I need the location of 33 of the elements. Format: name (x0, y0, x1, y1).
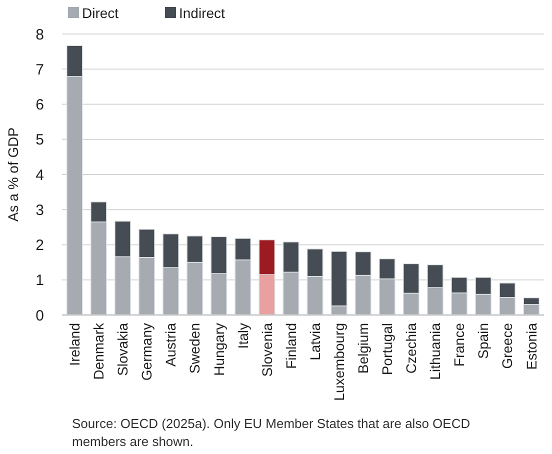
y-tick-label: 5 (36, 132, 44, 149)
x-tick-label: Slovenia (258, 322, 275, 377)
y-tick-label: 8 (36, 26, 44, 44)
x-tick-label: France (451, 322, 468, 367)
x-tick-label: Austria (162, 322, 179, 367)
x-tick-label: Belgium (355, 323, 371, 374)
x-tick-label: Ireland (66, 323, 83, 366)
x-tick-label: Finland (282, 323, 299, 369)
x-tick-label: Estonia (523, 322, 540, 370)
y-tick-label: 4 (36, 166, 44, 184)
legend-label: Indirect (179, 4, 226, 21)
x-tick-label: Greece (499, 322, 516, 369)
x-tick-label: Latvia (306, 322, 323, 360)
x-tick-label: Luxembourg (330, 323, 347, 401)
x-tick-label: Hungary (210, 323, 227, 376)
x-tick-label: Germany (138, 323, 155, 381)
x-tick-label: Slovakia (114, 322, 131, 376)
y-tick-label: 3 (36, 202, 44, 219)
x-tick-label: Portugal (379, 323, 396, 376)
x-tick-label: Lithuania (427, 322, 444, 380)
x-tick-label: Sweden (186, 323, 203, 374)
y-tick-label: 7 (36, 61, 44, 78)
y-tick-label: 0 (36, 307, 44, 324)
source-note: Source: OECD (2025a). Only EU Member States that are also OECD members are shown. (72, 416, 470, 449)
x-tick-label: Italy (234, 323, 251, 349)
y-tick-label: 1 (36, 272, 44, 290)
legend-label: Direct (82, 4, 119, 21)
x-tick-label: Czechia (403, 322, 420, 374)
y-tick-label: 2 (36, 237, 44, 254)
y-axis-title: As a % of GDP (5, 127, 21, 222)
x-tick-label: Spain (475, 323, 492, 359)
y-tick-label: 6 (36, 96, 44, 114)
x-tick-label: Denmark (90, 322, 107, 380)
